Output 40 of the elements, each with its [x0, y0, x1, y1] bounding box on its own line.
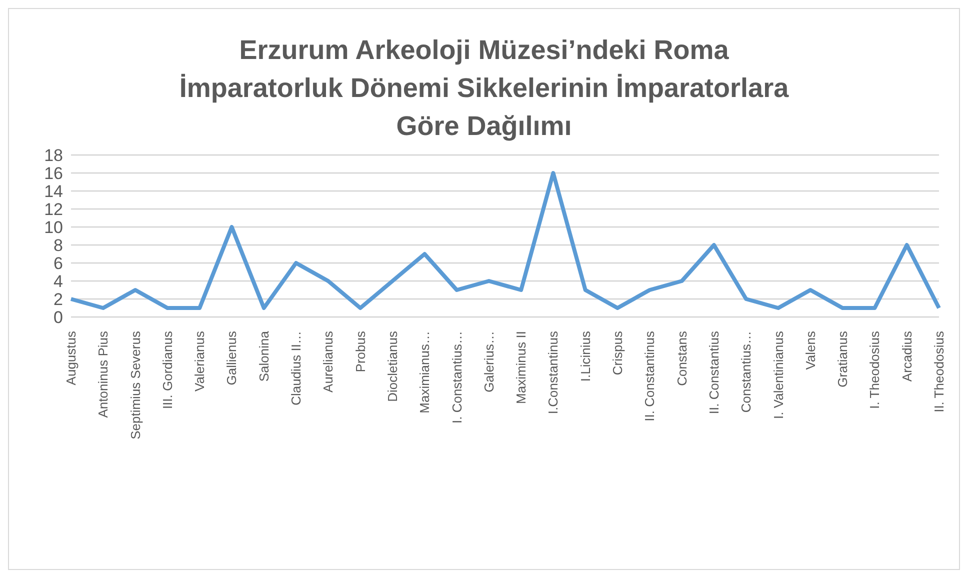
- x-tick-label: I. Theodosius: [867, 330, 882, 409]
- x-tick-label: II. Constantinus: [642, 330, 658, 422]
- x-tick-label: III. Gordianus: [160, 330, 175, 410]
- x-tick-label: Galerius…: [481, 331, 496, 392]
- line-series: [69, 171, 941, 310]
- x-tick-label: Valerianus: [192, 330, 208, 392]
- x-tick-label: Maximinus II: [514, 331, 529, 404]
- x-tick-label: Arcadius: [899, 330, 914, 382]
- x-tick-label: Crispus: [610, 330, 626, 376]
- x-tick-label: Antoninus Pius: [96, 330, 111, 418]
- y-tick-label: 4: [54, 272, 63, 292]
- x-tick-label: Maximianus…: [417, 331, 432, 414]
- x-tick-label: Gratianus: [835, 330, 850, 388]
- x-tick-label: II. Constantius: [706, 330, 722, 414]
- chart-title: Erzurum Arkeoloji Müzesi’ndeki Roma İmparatorluk Dönemi Sikkelerinin İmparatorlara Göre Dağılımı: [178, 34, 790, 143]
- x-tick-label: Constantius…: [738, 331, 754, 413]
- x-tick-label: Claudius II…: [288, 331, 304, 406]
- x-tick-label: Aurelianus: [320, 330, 336, 392]
- y-tick-label: 6: [54, 254, 63, 274]
- x-tick-label: I. Valentinianus: [770, 330, 786, 419]
- y-tick-label: 0: [54, 308, 63, 328]
- x-tick-label: I. Constantius…: [449, 331, 464, 424]
- x-tick-label: I.Constantinus: [546, 330, 561, 414]
- y-tick-label: 14: [44, 182, 63, 202]
- x-tick-label: Septimius Severus: [128, 330, 143, 440]
- x-tick-label: Probus: [352, 330, 368, 372]
- y-tick-label: 2: [54, 290, 63, 310]
- x-tick-label: Constans: [674, 330, 690, 386]
- x-tick-label: Augustus: [64, 330, 78, 386]
- x-tick-label: Gallienus: [224, 330, 240, 386]
- x-tick-label: Salonina: [256, 330, 272, 382]
- y-tick-label: 10: [44, 218, 63, 238]
- y-tick-label: 16: [44, 164, 63, 184]
- x-tick-label: I.Licinius: [578, 330, 593, 382]
- x-tick-label: Diocletianus: [384, 330, 400, 402]
- y-tick-label: 12: [44, 200, 63, 220]
- x-tick-label: Valens: [802, 330, 818, 370]
- y-tick-label: 8: [54, 236, 63, 256]
- y-tick-label: 18: [44, 146, 63, 166]
- x-tick-label: II. Theodosius: [932, 330, 946, 412]
